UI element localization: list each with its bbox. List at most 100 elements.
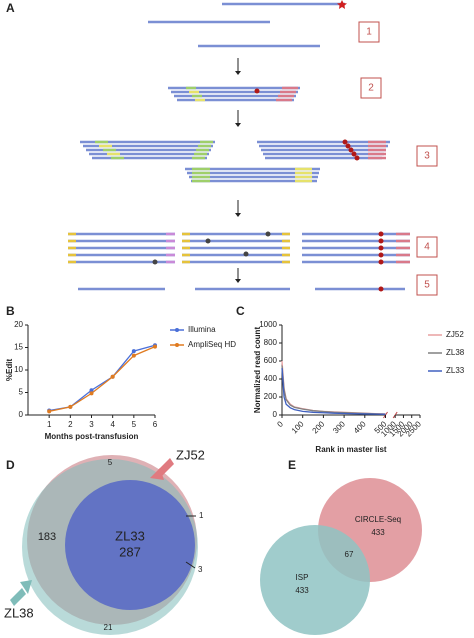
arrow [158,458,174,476]
arrow [150,468,164,480]
legend-label: ZL33 [446,366,465,375]
mutation [345,143,351,149]
series-line [281,368,386,415]
step-box [416,236,438,258]
point [110,374,115,379]
x-axis-label: Months post-transfusion [45,432,139,441]
y-tick-label: 600 [264,356,278,365]
mutation [378,286,384,292]
count: 3 [198,565,203,574]
step-box [416,274,438,296]
x-axis-label: Rank in master list [315,445,386,454]
point [68,404,73,409]
point [131,353,136,358]
y-tick-label: 20 [14,320,23,329]
count: 5 [108,458,113,467]
x-tick-label: 400 [352,419,368,435]
panel-label: E [288,458,296,472]
mutation [348,147,354,153]
y-tick-label: 15 [14,343,23,352]
y-tick-label: 0 [19,410,24,419]
step-number: 1 [366,27,372,38]
y-tick-label: 10 [14,365,23,374]
y-axis-label: %Edit [5,359,14,382]
x-tick-label: 5 [132,420,137,429]
arrow-head [235,213,241,217]
mutation [205,238,211,244]
x-tick-label: 2 [68,420,73,429]
point [89,391,94,396]
series-line [281,365,386,415]
point [89,388,94,393]
arrow [10,588,26,606]
legend-label: ZL38 [446,348,465,357]
mutation [354,155,360,161]
x-tick-label: 3 [89,420,94,429]
legend-label: ZJ52 [446,330,464,339]
pointer [185,561,196,569]
mutation [378,245,384,251]
mutation [378,259,384,265]
x-tick-label: 6 [153,420,158,429]
series-line [49,346,156,413]
mutation [378,252,384,258]
x-tick-label: 0 [275,419,285,429]
y-tick-label: 0 [273,410,278,419]
count: 1 [199,511,204,520]
panel-label: A [6,1,15,15]
point [131,349,136,354]
set-label: ZL38 [4,605,34,620]
x-tick-label: 1 [47,420,52,429]
legend-marker [175,328,179,332]
count: 433 [295,586,309,595]
mutation [378,231,384,237]
y-tick-label: 400 [264,374,278,383]
panel-label: D [6,458,15,472]
mutation [378,238,384,244]
venn-isp [260,525,370,635]
y-tick-label: 800 [264,338,278,347]
count: 183 [38,531,56,543]
count: 287 [119,544,141,559]
arrow [20,580,32,594]
mutation [243,251,249,257]
step-number: 2 [368,83,374,94]
mutation [254,88,260,94]
mutation [265,231,271,237]
x-tick-label: 100 [290,419,306,435]
arrow-head [235,279,241,283]
set-label: ZJ52 [176,447,205,462]
legend-marker [175,343,179,347]
arrow-head [235,71,241,75]
point [47,409,52,414]
set-label: CIRCLE-Seq [355,515,401,524]
step-box [358,21,380,43]
point [153,344,157,349]
y-axis-label: Normalized read count [253,327,262,414]
set-label: ZL33 [115,528,145,543]
step-box [416,145,438,167]
set-label: ISP [296,573,309,582]
count: 67 [345,550,354,559]
step-number: 5 [424,280,430,291]
x-tick-label: 200 [310,419,326,435]
y-tick-label: 200 [264,392,278,401]
mutation [351,151,357,157]
y-tick-label: 1000 [259,320,277,329]
mutation [342,139,348,145]
count: 21 [104,623,113,632]
panel-label: B [6,304,15,318]
x-tick-label: 300 [331,419,347,435]
legend-label: Illumina [188,325,216,334]
step-number: 3 [424,151,430,162]
mutation [152,259,158,265]
panel-a-diagram [68,0,410,292]
step-number: 4 [424,242,430,253]
venn-zl33 [65,480,195,610]
y-tick-label: 5 [19,388,24,397]
star [337,0,347,9]
series-line [49,344,156,412]
panel-label: C [236,304,245,318]
series-line [281,360,386,415]
